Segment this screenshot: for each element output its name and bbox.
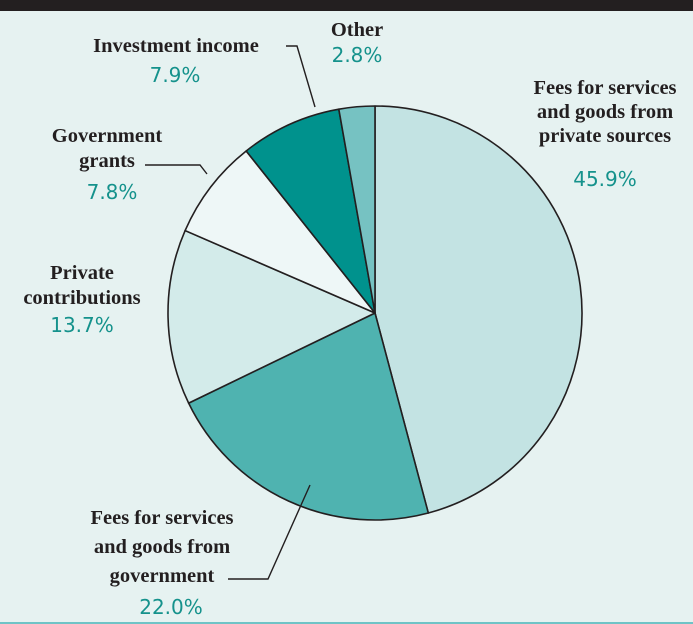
slice-percent-fees-for-services-and-goods-from-government: 22.0% (139, 595, 203, 619)
bottom-rule (0, 622, 693, 624)
slice-percent-other: 2.8% (332, 43, 383, 67)
slice-label-fees-for-services-and-goods-from-government-line-1: Fees for services (90, 507, 233, 529)
slice-label-fees-for-services-and-goods-from-government-line-2: and goods from (94, 536, 230, 558)
slice-label-fees-for-services-and-goods-from-private-sources-line-3: private sources (539, 125, 671, 147)
slice-label-government-grants-line-1: Government (52, 125, 163, 147)
slice-label-other: Other (331, 19, 383, 41)
pie-slice-fees-for-services-and-goods-from-private-sources (374, 105, 583, 514)
slice-percent-private-contributions: 13.7% (50, 313, 114, 337)
pie-slice-private-contributions (167, 229, 376, 404)
pie-slice-fees-for-services-and-goods-from-government (187, 312, 430, 521)
leader-line-fees-for-services-and-goods-from-government (228, 484, 311, 580)
slice-label-government-grants-line-2: grants (79, 150, 135, 172)
pie-slice-other (338, 105, 376, 314)
slice-label-investment-income: Investment income (93, 35, 259, 57)
slice-label-private-contributions-line-1: Private (50, 262, 114, 284)
slice-percent-fees-for-services-and-goods-from-private-sources: 45.9% (573, 167, 637, 191)
leader-line-government-grants (145, 164, 208, 175)
top-rule (0, 0, 693, 11)
slice-label-private-contributions-line-2: contributions (23, 287, 140, 309)
slice-percent-government-grants: 7.8% (87, 180, 138, 204)
leader-line-investment-income (286, 45, 316, 108)
slice-label-fees-for-services-and-goods-from-private-sources-line-1: Fees for services (533, 77, 676, 99)
slice-percent-investment-income: 7.9% (150, 63, 201, 87)
pie-slice-investment-income (245, 108, 376, 314)
slice-label-fees-for-services-and-goods-from-private-sources-line-2: and goods from (537, 101, 673, 123)
slice-label-fees-for-services-and-goods-from-government-line-3: government (110, 565, 215, 587)
pie-slice-government-grants (184, 150, 376, 314)
